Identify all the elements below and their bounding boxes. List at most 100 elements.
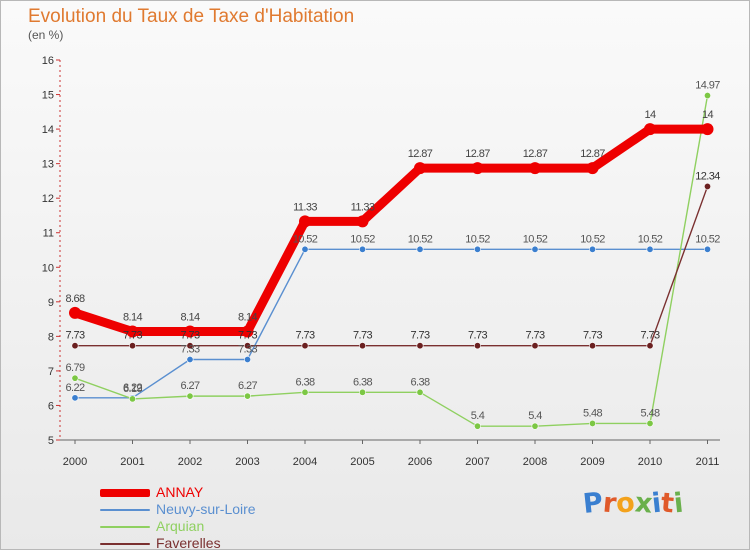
data-label-faverelles: 7.73	[295, 330, 314, 342]
y-tick-label: 14	[42, 124, 54, 136]
legend-swatch-annay	[100, 488, 150, 497]
data-label-annay: 14	[644, 109, 656, 121]
x-tick-label: 2001	[120, 456, 144, 468]
data-point-faverelles	[416, 342, 424, 350]
data-point-faverelles	[71, 342, 79, 350]
x-tick-label: 2006	[408, 456, 432, 468]
data-point-arquian	[416, 388, 424, 396]
x-tick-label: 2000	[63, 456, 87, 468]
series-line-arquian	[74, 94, 709, 427]
data-label-neuvy-sur-loire: 7.33	[238, 344, 257, 356]
data-label-arquian: 5.48	[583, 407, 602, 419]
data-label-arquian: 5.48	[640, 407, 659, 419]
data-point-annay	[586, 162, 599, 175]
chart-title: Evolution du Taux de Taxe d'Habitation	[28, 6, 355, 27]
proxiti-logo: Proxiti	[581, 487, 685, 520]
data-point-neuvy-sur-loire	[588, 245, 596, 253]
series-line-annay	[70, 124, 712, 337]
data-point-neuvy-sur-loire	[473, 245, 481, 253]
data-label-faverelles: 7.73	[525, 330, 544, 342]
data-label-arquian: 6.38	[353, 376, 372, 388]
y-tick-label: 7	[48, 366, 54, 378]
y-tick-label: 8	[48, 331, 54, 343]
data-point-neuvy-sur-loire	[703, 245, 711, 253]
data-label-arquian: 6.27	[238, 380, 257, 392]
x-tick-label: 2009	[580, 456, 604, 468]
data-label-neuvy-sur-loire: 10.52	[293, 233, 318, 245]
data-point-annay	[299, 215, 311, 228]
data-point-neuvy-sur-loire	[646, 245, 654, 253]
y-tick-label: 11	[43, 228, 54, 240]
data-point-annay	[529, 162, 541, 175]
legend-label-neuvy-sur-loire: Neuvy-sur-Loire	[156, 501, 256, 517]
data-point-arquian	[646, 419, 654, 427]
data-point-arquian	[244, 392, 252, 400]
data-point-faverelles	[473, 342, 481, 350]
data-point-faverelles	[646, 342, 654, 350]
data-label-neuvy-sur-loire: 6.22	[123, 382, 142, 394]
data-label-arquian: 14.97	[695, 80, 720, 92]
data-point-arquian	[186, 392, 194, 400]
y-tick-label: 12	[42, 193, 54, 205]
data-point-faverelles	[588, 342, 596, 350]
data-label-arquian: 5.4	[528, 410, 542, 422]
data-label-neuvy-sur-loire: 10.52	[580, 233, 605, 245]
data-label-faverelles: 7.73	[410, 330, 429, 342]
data-point-faverelles	[129, 342, 137, 350]
data-label-faverelles: 7.73	[123, 330, 142, 342]
series-line-neuvy-sur-loire	[74, 248, 709, 399]
x-tick-label: 2011	[696, 456, 720, 468]
y-tick-label: 6	[48, 400, 54, 412]
data-label-faverelles: 7.73	[468, 330, 487, 342]
data-point-arquian	[301, 388, 309, 396]
data-label-annay: 11.33	[293, 201, 317, 213]
x-tick-label: 2003	[235, 456, 259, 468]
data-point-annay	[471, 162, 484, 175]
series-layer	[69, 92, 714, 430]
x-tick-label: 2005	[350, 456, 374, 468]
data-label-annay: 14	[702, 109, 714, 121]
y-tick-label: 10	[42, 262, 54, 274]
data-label-neuvy-sur-loire: 10.52	[465, 233, 490, 245]
data-labels: 6.22 6.22 7.33 7.33 10.52 10.52 10.52 10.52 10.5…	[65, 80, 720, 423]
data-label-annay: 8.14	[180, 312, 199, 324]
data-point-neuvy-sur-loire	[244, 356, 252, 364]
data-label-faverelles: 7.73	[353, 330, 372, 342]
data-label-annay: 8.14	[123, 312, 142, 324]
data-point-neuvy-sur-loire	[71, 394, 79, 402]
data-point-faverelles	[244, 342, 252, 350]
data-label-annay: 8.14	[238, 312, 257, 324]
data-label-annay: 12.87	[408, 148, 433, 160]
data-label-arquian: 5.4	[471, 410, 485, 422]
data-point-arquian	[358, 388, 366, 396]
data-point-neuvy-sur-loire	[416, 245, 424, 253]
data-point-arquian	[703, 92, 711, 100]
data-point-faverelles	[186, 342, 194, 350]
series-line-faverelles	[74, 185, 709, 347]
data-label-neuvy-sur-loire: 10.52	[638, 233, 663, 245]
data-label-annay: 11.33	[351, 201, 375, 213]
data-point-faverelles	[301, 342, 309, 350]
legend-swatch-neuvy-sur-loire	[100, 508, 150, 511]
data-label-annay: 12.87	[465, 148, 490, 160]
data-label-annay: 12.87	[580, 148, 605, 160]
data-label-arquian: 6.79	[65, 362, 84, 374]
y-tick-label: 5	[48, 435, 54, 447]
data-point-neuvy-sur-loire	[301, 245, 309, 253]
y-tick-label: 9	[48, 297, 54, 309]
data-label-neuvy-sur-loire: 10.52	[523, 233, 548, 245]
legend-label-arquian: Arquian	[156, 518, 205, 534]
data-label-neuvy-sur-loire: 6.22	[65, 382, 84, 394]
data-point-annay	[414, 162, 426, 175]
legend-swatch-faverelles	[100, 542, 150, 545]
data-label-faverelles: 7.73	[65, 330, 84, 342]
data-point-arquian	[129, 395, 137, 403]
data-point-arquian	[588, 419, 596, 427]
data-point-annay	[69, 306, 81, 319]
x-tick-label: 2010	[638, 456, 662, 468]
unit-label: (en %)	[28, 28, 64, 42]
data-label-arquian: 6.38	[295, 376, 314, 388]
legend-item-faverelles: Faverelles	[100, 535, 256, 552]
data-point-annay	[184, 325, 196, 338]
